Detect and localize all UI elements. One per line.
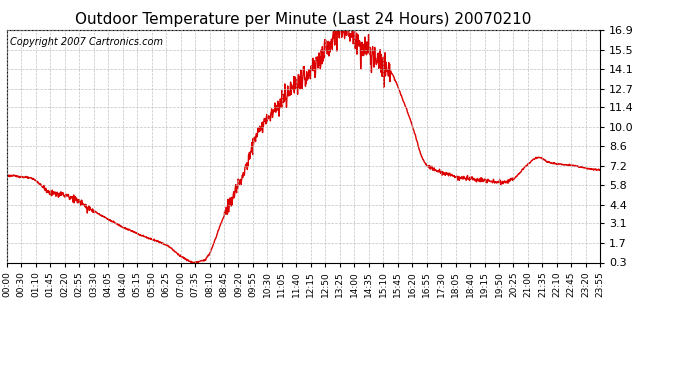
Title: Outdoor Temperature per Minute (Last 24 Hours) 20070210: Outdoor Temperature per Minute (Last 24 …	[75, 12, 532, 27]
Text: Copyright 2007 Cartronics.com: Copyright 2007 Cartronics.com	[10, 37, 163, 47]
